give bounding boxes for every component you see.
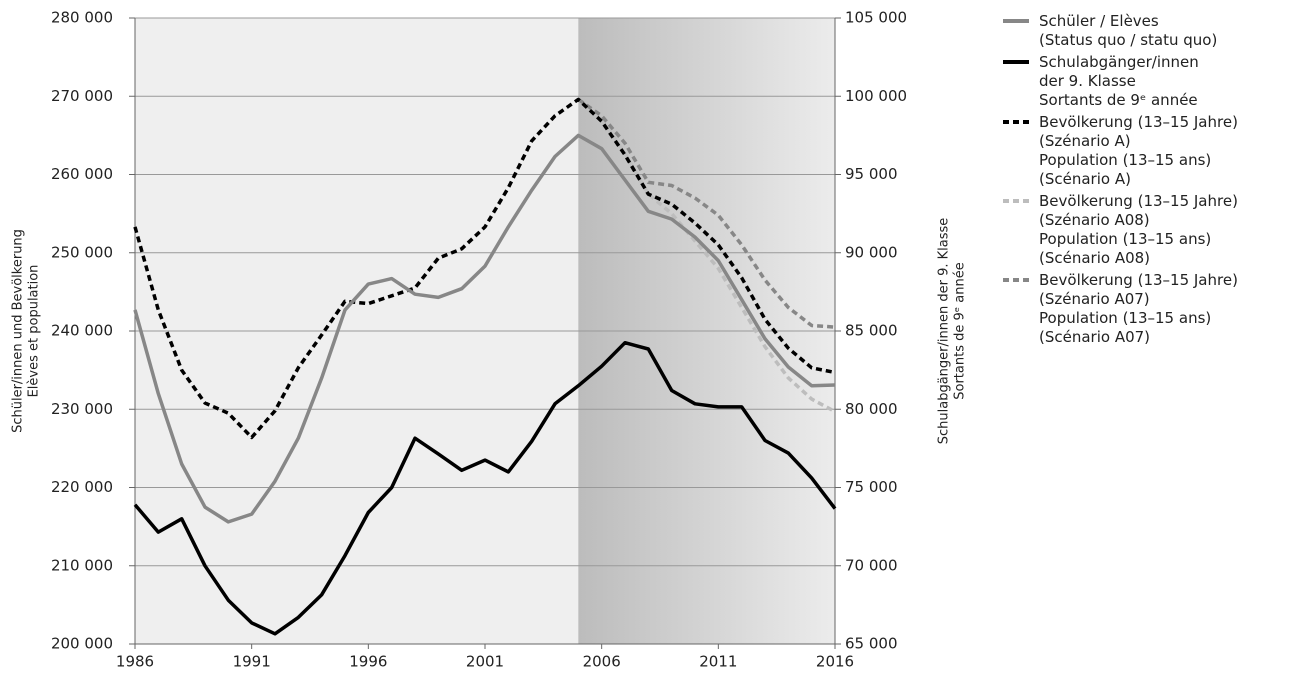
legend-label: Bevölkerung (13–15 Jahre) (Szénario A07)…	[1039, 271, 1238, 346]
legend-swatch	[1003, 60, 1029, 64]
x-tick-label: 2011	[699, 653, 737, 671]
legend-item: Schulabgänger/innen der 9. Klasse Sortan…	[1003, 53, 1238, 110]
legend: Schüler / Elèves (Status quo / statu quo…	[1003, 12, 1238, 350]
y2-tick-label: 65 000	[845, 635, 898, 653]
y2-tick-label: 75 000	[845, 478, 898, 496]
legend-item: Bevölkerung (13–15 Jahre) (Szénario A07)…	[1003, 271, 1238, 347]
legend-swatch	[1003, 199, 1029, 203]
x-tick-label: 1986	[116, 653, 154, 671]
y-tick-label: 270 000	[51, 87, 113, 105]
legend-swatch	[1003, 120, 1029, 124]
series-line	[133, 340, 837, 636]
legend-item: Schüler / Elèves (Status quo / statu quo…	[1003, 12, 1238, 50]
y2-tick-label: 90 000	[845, 243, 898, 261]
y-tick-label: 230 000	[51, 400, 113, 418]
x-tick-label: 1991	[233, 653, 271, 671]
y-tick-label: 260 000	[51, 165, 113, 183]
series-line	[577, 98, 836, 414]
x-tick-label: 2016	[816, 653, 854, 671]
y-tick-label: 280 000	[51, 9, 113, 27]
y2-tick-label: 105 000	[845, 9, 907, 27]
legend-item: Bevölkerung (13–15 Jahre) (Szénario A) P…	[1003, 113, 1238, 189]
legend-label: Schüler / Elèves (Status quo / statu quo…	[1039, 12, 1218, 49]
legend-swatch	[1003, 19, 1029, 23]
series-line	[577, 97, 836, 329]
y2-axis-label: Sortants de 9ᵉ année	[953, 262, 968, 400]
series-line	[133, 133, 836, 524]
y-tick-label: 250 000	[51, 243, 113, 261]
y-tick-label: 200 000	[51, 635, 113, 653]
chart: 200 000 210 000 220 000 230 000 240 000 250 0…	[11, 9, 968, 671]
y-tick-label: 220 000	[51, 478, 113, 496]
legend-item: Bevölkerung (13–15 Jahre) (Szénario A08)…	[1003, 192, 1238, 268]
y-tick-label: 210 000	[51, 556, 113, 574]
y-axis-label: Elèves et population	[27, 265, 42, 398]
x-tick-label: 1996	[349, 653, 387, 671]
x-tick-label: 2006	[583, 653, 621, 671]
legend-label: Schulabgänger/innen der 9. Klasse Sortan…	[1039, 53, 1199, 109]
y2-tick-label: 80 000	[845, 400, 898, 418]
series-line	[133, 97, 836, 440]
y2-axis-label: Schulabgänger/innen der 9. Klasse	[937, 218, 952, 445]
y2-tick-label: 70 000	[845, 556, 898, 574]
x-tick-label: 2001	[466, 653, 504, 671]
legend-swatch	[1003, 278, 1029, 282]
legend-label: Bevölkerung (13–15 Jahre) (Szénario A08)…	[1039, 192, 1238, 267]
y-tick-label: 240 000	[51, 322, 113, 340]
y-axis-label: Schüler/innen und Bevölkerung	[11, 229, 26, 433]
y2-tick-label: 95 000	[845, 165, 898, 183]
y2-tick-label: 85 000	[845, 322, 898, 340]
legend-label: Bevölkerung (13–15 Jahre) (Szénario A) P…	[1039, 113, 1238, 188]
y2-tick-label: 100 000	[845, 87, 907, 105]
